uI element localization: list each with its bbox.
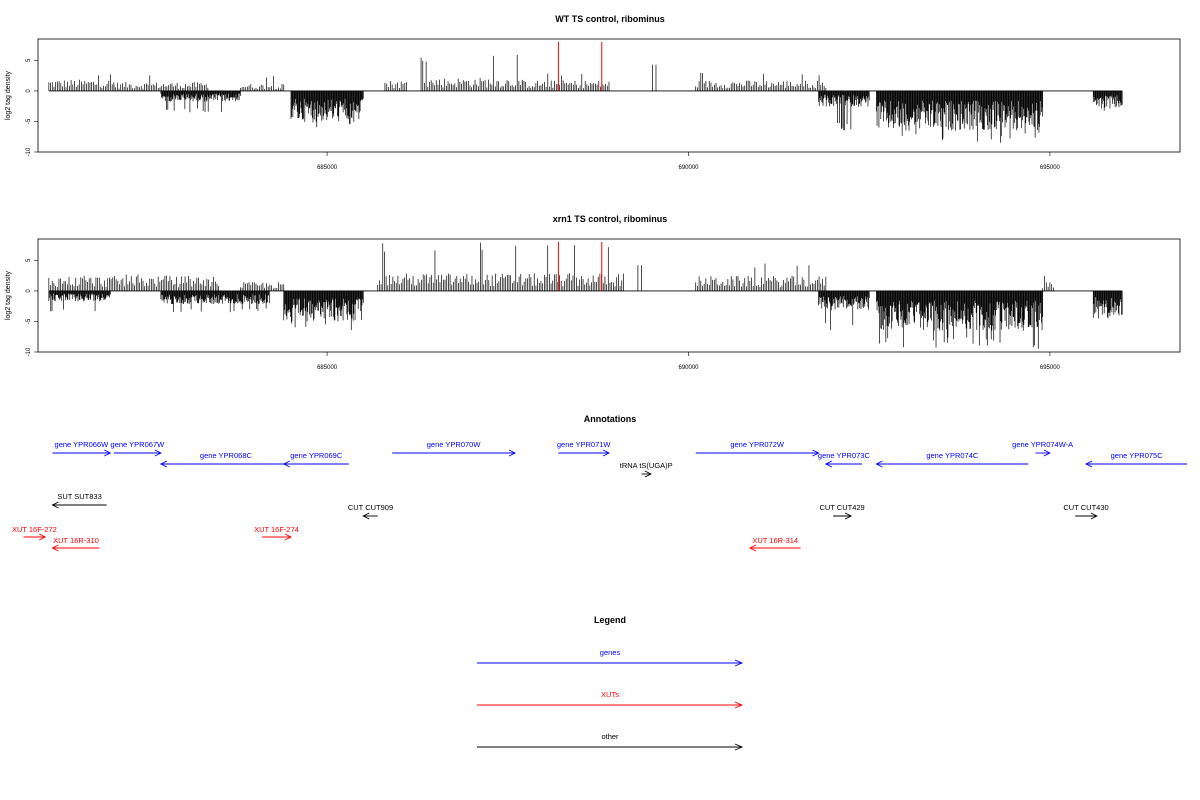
plot-frame — [37, 38, 1181, 153]
arrow-head-icon — [154, 449, 162, 457]
y-tick-label: -10 — [26, 347, 32, 356]
arrow-head-icon — [159, 460, 168, 468]
x-tick-label: 695000 — [1040, 365, 1061, 371]
annotation-feature: XUT 16R-310 — [51, 536, 100, 552]
y-tick-label: -5 — [26, 118, 32, 124]
feature-label: SUT SUT833 — [57, 492, 101, 501]
arrow-head-icon — [104, 449, 112, 457]
legend-item: other — [477, 732, 744, 751]
density-bars — [48, 55, 1123, 143]
xrn1-panel: xrn1 TS control, ribominus log2 tag dens… — [5, 214, 1181, 371]
y-axis-label: log2 tag density — [5, 70, 12, 120]
annotation-feature: XUT 16F-274 — [254, 525, 299, 541]
x-tick-label: 690000 — [678, 165, 699, 171]
annotation-feature: gene YPR068C — [159, 451, 291, 468]
annotation-feature: gene YPR070W — [392, 440, 517, 457]
arrow-head-icon — [734, 659, 744, 667]
legend-label: XUTs — [601, 690, 619, 699]
feature-label: gene YPR074W-A — [1012, 440, 1073, 449]
x-tick-label: 695000 — [1040, 165, 1061, 171]
legend-item: genes — [477, 648, 744, 667]
legend: Legend genes XUTs other — [477, 615, 744, 751]
annotation-feature: tRNA tS(UGA)P — [620, 461, 673, 478]
feature-label: XUT 16F-272 — [12, 525, 57, 534]
annotations-title: Annotations — [584, 414, 637, 424]
annotation-feature: gene YPR067W — [111, 440, 166, 457]
arrow-head-icon — [51, 501, 59, 509]
annotation-feature: gene YPR075C — [1085, 451, 1188, 468]
arrow-head-icon — [282, 460, 290, 468]
annotation-feature: SUT SUT833 — [51, 492, 107, 509]
arrow-head-icon — [284, 533, 292, 541]
arrow-head-icon — [362, 512, 370, 520]
annotation-feature: gene YPR072W — [695, 440, 820, 457]
annotation-feature: CUT CUT909 — [348, 503, 393, 520]
legend-title: Legend — [594, 615, 626, 625]
annotation-feature: XUT 16R-314 — [748, 536, 801, 552]
x-tick-label: 685000 — [317, 365, 338, 371]
feature-label: gene YPR073C — [818, 451, 871, 460]
arrow-head-icon — [734, 701, 744, 709]
feature-label: tRNA tS(UGA)P — [620, 461, 673, 470]
feature-label: gene YPR069C — [290, 451, 343, 460]
arrow-head-icon — [39, 533, 47, 541]
feature-label: XUT 16R-310 — [53, 536, 99, 545]
y-tick-label: 0 — [26, 89, 32, 93]
annotation-feature: gene YPR073C — [818, 451, 871, 468]
feature-label: XUT 16R-314 — [752, 536, 798, 545]
legend-label: other — [601, 732, 619, 741]
feature-label: gene YPR071W — [557, 440, 612, 449]
y-tick-label: -10 — [26, 147, 32, 156]
arrow-head-icon — [844, 512, 853, 520]
arrow-head-icon — [875, 460, 883, 468]
feature-label: gene YPR068C — [200, 451, 253, 460]
feature-label: gene YPR074C — [926, 451, 979, 460]
panel-title: WT TS control, ribominus — [555, 14, 665, 24]
x-tick-label: 690000 — [678, 365, 699, 371]
panel-title: xrn1 TS control, ribominus — [553, 214, 668, 224]
annotation-feature: gene YPR074C — [875, 451, 1029, 468]
feature-label: CUT CUT429 — [819, 503, 864, 512]
legend-label: genes — [600, 648, 621, 657]
annotations-track: Annotations gene YPR066W gene YPR067W gene… — [12, 414, 1188, 552]
arrow-head-icon — [51, 544, 59, 552]
arrow-head-icon — [1043, 449, 1051, 457]
y-tick-label: 0 — [26, 289, 32, 293]
y-tick-label: 5 — [26, 258, 32, 262]
feature-label: gene YPR070W — [427, 440, 482, 449]
arrow-head-icon — [644, 470, 652, 478]
arrow-head-icon — [734, 743, 744, 751]
y-axis-label: log2 tag density — [5, 270, 12, 320]
y-tick-label: -5 — [26, 318, 32, 324]
x-tick-label: 685000 — [317, 165, 338, 171]
annotation-feature: gene YPR066W — [52, 440, 112, 457]
annotation-feature: gene YPR071W — [557, 440, 612, 457]
density-bars — [48, 242, 1123, 349]
plot-frame — [37, 238, 1181, 353]
arrow-head-icon — [1085, 460, 1093, 468]
feature-label: gene YPR072W — [730, 440, 785, 449]
feature-label: gene YPR067W — [111, 440, 166, 449]
feature-label: XUT 16F-274 — [254, 525, 299, 534]
feature-label: CUT CUT430 — [1063, 503, 1108, 512]
wt-panel: WT TS control, ribominus log2 tag densit… — [5, 14, 1181, 171]
arrow-head-icon — [748, 544, 757, 552]
arrow-head-icon — [602, 449, 611, 457]
annotation-feature: gene YPR069C — [282, 451, 349, 468]
arrow-head-icon — [812, 449, 820, 457]
annotation-feature: CUT CUT430 — [1063, 503, 1109, 520]
arrow-head-icon — [1090, 512, 1098, 520]
annotation-feature: gene YPR074W-A — [1012, 440, 1073, 457]
y-tick-label: 5 — [26, 58, 32, 62]
annotation-feature: CUT CUT429 — [819, 503, 865, 520]
arrow-head-icon — [508, 449, 517, 457]
arrow-head-icon — [824, 460, 833, 468]
feature-label: gene YPR075C — [1111, 451, 1164, 460]
legend-item: XUTs — [477, 690, 744, 709]
feature-label: gene YPR066W — [55, 440, 110, 449]
annotation-feature: XUT 16F-272 — [12, 525, 57, 541]
feature-label: CUT CUT909 — [348, 503, 393, 512]
